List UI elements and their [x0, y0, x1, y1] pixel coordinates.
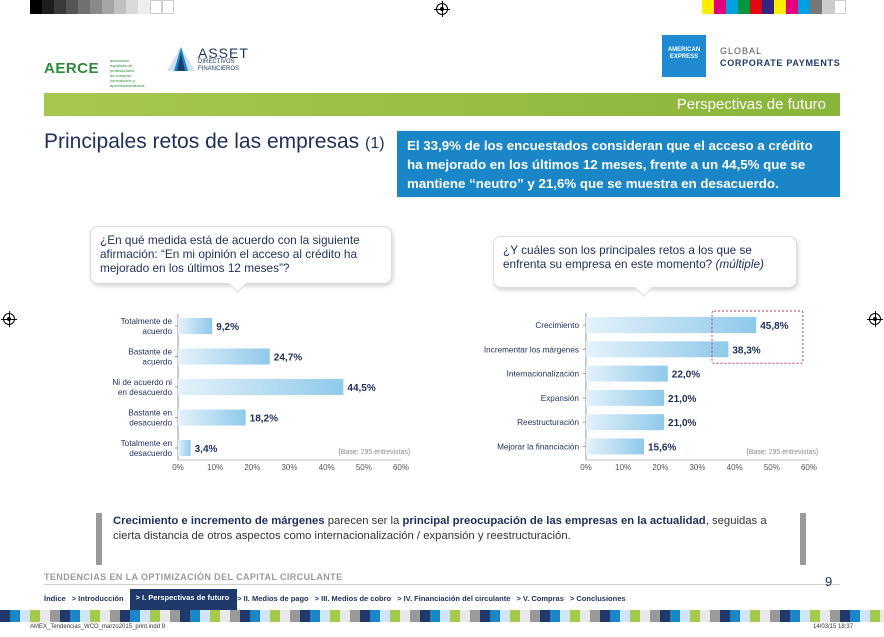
chart1-value-label: 18,2% [250, 414, 278, 425]
nav-link-medios-cobro[interactable]: > III. Medios de cobro [314, 594, 392, 603]
chart2-value-label: 22,0% [672, 370, 700, 381]
nav-link-conclusiones[interactable]: > Conclusiones [569, 594, 626, 603]
question-2-bubble: ¿Y cuáles son los principales retos a lo… [493, 236, 797, 288]
chart1-base-note: [Base: 295 entrevistas] [339, 449, 410, 456]
corporate-payments-label: CORPORATE PAYMENTS [720, 58, 841, 68]
decorative-pattern-strip [0, 610, 884, 622]
chart2-highlight-box [711, 310, 804, 364]
chart2-bar [586, 414, 665, 431]
chart1-category-label: Ni de acuerdo ni en desacuerdo [112, 378, 172, 397]
chart2-category-label: Internacionalización [507, 370, 580, 379]
chart2-value-label: 45,8% [760, 321, 788, 332]
amex-logo: AMERICAN EXPRESS [662, 35, 706, 77]
chart2-base-note: [Base: 295 entrevistas] [747, 449, 818, 456]
chart1-value-label: 24,7% [274, 353, 302, 364]
chart2-bar [586, 365, 668, 382]
chart1-bar [178, 379, 344, 395]
section-bar: Perspectivas de futuro [44, 93, 840, 116]
asset-logo-subtitle: DIRECTIVOS FINANCIEROS [198, 59, 240, 72]
key-finding-callout: El 33,9% de los encuestados consideran q… [397, 131, 840, 197]
chart2-bar [586, 389, 665, 406]
chart2-tick-label: 30% [689, 463, 705, 472]
note-right-rule [800, 513, 806, 565]
question-1-bubble: ¿En qué medida está de acuerdo con la si… [90, 226, 392, 284]
chart2-category-label: Crecimiento [535, 321, 579, 330]
chart1-category-label: Bastante en desacuerdo [128, 409, 172, 428]
chart2-category-label: Expansión [541, 394, 580, 403]
chart1-bar [178, 348, 270, 365]
chart1-bar [178, 440, 191, 456]
nav-link-introduccion[interactable]: > Introducción [71, 594, 124, 603]
print-color-strip-right [702, 0, 846, 14]
chart1-value-label: 44,5% [347, 383, 375, 394]
print-color-strip-left [30, 0, 174, 14]
note-left-rule [96, 513, 102, 565]
chart1-category-label: Bastante de acuerdo [128, 348, 172, 367]
footer-divider [44, 584, 840, 585]
nav-link-financiacion[interactable]: > IV. Financiación del circulante [397, 594, 511, 603]
chart1-tick-label: 60% [393, 463, 409, 472]
chart2-category-label: Mejorar la financiación [497, 443, 579, 452]
chart1-tick-label: 20% [244, 463, 260, 472]
page-number: 9 [825, 574, 833, 589]
chart1-tick-label: 50% [356, 463, 372, 472]
chart1-tick-label: 10% [207, 463, 223, 472]
global-label: GLOBAL [720, 46, 763, 56]
chart1-bar [178, 318, 213, 334]
chart1-category-label: Totalmente de acuerdo [121, 317, 173, 336]
aerce-logo: AERCE [44, 60, 100, 77]
chart2-tick-label: 60% [801, 463, 817, 472]
chart2-tick-label: 40% [727, 463, 743, 472]
asset-logo-name: ASSET [198, 45, 249, 61]
chart2-category-label: Incrementar los márgenes [484, 345, 579, 354]
chart1-tick-label: 40% [319, 463, 335, 472]
chart1-category-label: Totalmente en desacuerdo [121, 439, 173, 458]
aerce-logo-subtitle: asociación española de profesionales de … [110, 58, 145, 88]
chart2-tick-label: 50% [764, 463, 780, 472]
page-title: Principales retos de las empresas (1) [44, 130, 385, 153]
chart2-bar [586, 341, 729, 358]
chart1-bar [178, 409, 246, 426]
chart1-value-label: 9,2% [216, 322, 239, 333]
chart2-value-label: 38,3% [732, 345, 760, 356]
chart2-value-label: 21,0% [668, 394, 696, 405]
nav-link-medios-pago[interactable]: > II. Medios de pago [237, 594, 309, 603]
nav-link-compras[interactable]: > V. Compras [516, 594, 564, 603]
registration-mark-top [434, 1, 450, 17]
chart2-category-label: Reestructuración [517, 418, 579, 427]
print-slug-date: 14/03/15 18:37 [813, 624, 854, 630]
section-label: Perspectivas de futuro [676, 96, 826, 113]
chart2-value-label: 21,0% [668, 418, 696, 429]
chart2-bar [586, 317, 757, 333]
chart2-tick-label: 10% [615, 463, 631, 472]
chart1-tick-label: 0% [172, 463, 184, 472]
nav-link-indice[interactable]: Índice [44, 594, 66, 603]
registration-mark-right [867, 311, 883, 327]
asset-logo-icon [167, 47, 195, 71]
chart2-tick-label: 20% [652, 463, 668, 472]
chart1-tick-label: 30% [281, 463, 297, 472]
chart2-bar [586, 438, 644, 455]
footer-title: TENDENCIAS EN LA OPTIMIZACIÓN DEL CAPITA… [44, 572, 343, 582]
chart2-value-label: 15,6% [648, 443, 676, 454]
footer-nav: Índice > Introducción > I. Perspectivas … [44, 589, 632, 615]
registration-mark-left [1, 311, 17, 327]
print-slug-filename: AMEX_Tendencias_WCO_marzo2015_print.indd… [30, 624, 166, 630]
conclusion-note: Crecimiento e incremento de márgenes par… [113, 515, 767, 542]
chart2-tick-label: 0% [580, 463, 592, 472]
chart1-value-label: 3,4% [195, 444, 218, 455]
